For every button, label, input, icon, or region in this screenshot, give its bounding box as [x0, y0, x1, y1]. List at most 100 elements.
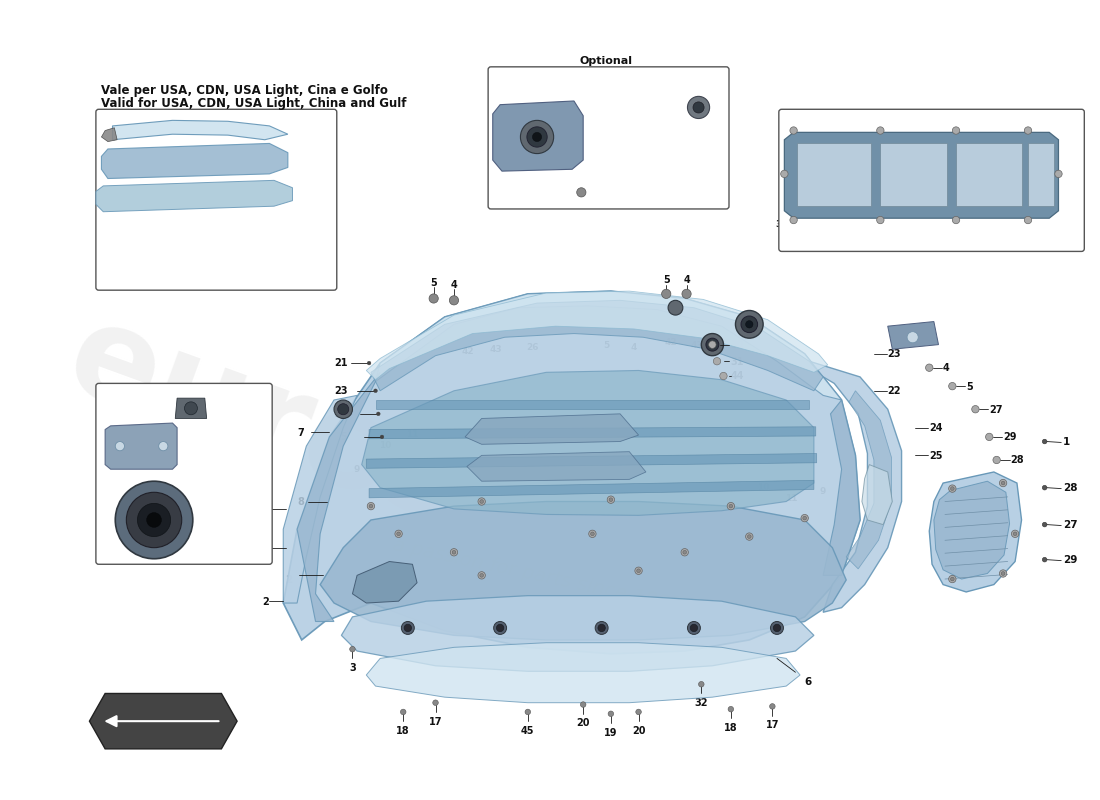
- Polygon shape: [366, 454, 816, 468]
- Circle shape: [397, 532, 400, 536]
- Polygon shape: [370, 480, 814, 498]
- Circle shape: [790, 127, 798, 134]
- Text: 33: 33: [776, 220, 788, 229]
- Polygon shape: [862, 465, 892, 525]
- Circle shape: [683, 550, 686, 554]
- Circle shape: [636, 709, 641, 714]
- Text: 49: 49: [228, 422, 241, 431]
- Polygon shape: [375, 291, 842, 400]
- Circle shape: [116, 442, 124, 450]
- Text: Versione surround view: Versione surround view: [101, 544, 207, 553]
- Text: 10: 10: [757, 483, 769, 492]
- Text: 35: 35: [786, 165, 799, 174]
- Circle shape: [350, 646, 355, 652]
- Text: 4: 4: [683, 275, 690, 286]
- Circle shape: [661, 290, 671, 298]
- Circle shape: [576, 188, 586, 197]
- Text: 42: 42: [664, 338, 678, 347]
- Circle shape: [993, 456, 1000, 464]
- Circle shape: [1000, 570, 1006, 577]
- Text: 45: 45: [521, 726, 535, 736]
- Text: 39: 39: [228, 449, 241, 459]
- Circle shape: [126, 492, 182, 548]
- Circle shape: [450, 549, 458, 556]
- Circle shape: [682, 290, 691, 298]
- Circle shape: [877, 216, 884, 224]
- Circle shape: [953, 127, 959, 134]
- Circle shape: [698, 682, 704, 687]
- Circle shape: [635, 567, 642, 574]
- Circle shape: [1001, 482, 1005, 485]
- Text: 38: 38: [544, 86, 558, 96]
- Circle shape: [1000, 479, 1006, 486]
- Polygon shape: [341, 596, 814, 671]
- Circle shape: [710, 342, 716, 348]
- Circle shape: [770, 622, 783, 634]
- Circle shape: [374, 389, 377, 393]
- Circle shape: [668, 300, 683, 315]
- Text: 20: 20: [576, 718, 590, 728]
- Circle shape: [1024, 127, 1032, 134]
- Polygon shape: [465, 414, 639, 444]
- Circle shape: [971, 406, 979, 413]
- Polygon shape: [89, 694, 238, 749]
- Text: 39: 39: [657, 177, 671, 186]
- Circle shape: [185, 402, 197, 414]
- Text: a passion for parts since 1985: a passion for parts since 1985: [390, 535, 683, 615]
- Circle shape: [688, 96, 710, 118]
- FancyBboxPatch shape: [779, 110, 1085, 251]
- Polygon shape: [371, 300, 823, 390]
- Text: 34: 34: [946, 114, 959, 124]
- Circle shape: [404, 624, 411, 632]
- Text: 40: 40: [572, 86, 585, 96]
- Circle shape: [496, 624, 504, 632]
- Text: 43: 43: [691, 341, 703, 350]
- Polygon shape: [175, 398, 207, 418]
- Circle shape: [520, 120, 553, 154]
- Circle shape: [1013, 532, 1016, 536]
- Text: 25: 25: [930, 450, 943, 461]
- Circle shape: [746, 533, 754, 540]
- FancyBboxPatch shape: [488, 67, 729, 209]
- Text: 43: 43: [490, 345, 502, 354]
- Circle shape: [478, 498, 485, 506]
- Circle shape: [338, 404, 349, 414]
- Text: Surround view version: Surround view version: [101, 555, 202, 564]
- Polygon shape: [366, 642, 800, 702]
- Text: 31: 31: [730, 357, 745, 366]
- Text: 11: 11: [406, 430, 419, 438]
- Circle shape: [803, 516, 806, 520]
- Circle shape: [736, 310, 763, 338]
- Text: 2: 2: [98, 154, 104, 163]
- Text: 4: 4: [451, 280, 458, 290]
- Text: 27: 27: [989, 405, 1003, 414]
- Text: 42: 42: [462, 347, 474, 356]
- Text: 28: 28: [1011, 455, 1024, 466]
- Polygon shape: [370, 426, 816, 438]
- Polygon shape: [934, 482, 1010, 579]
- Circle shape: [598, 624, 605, 632]
- Text: eurostars: eurostars: [51, 292, 764, 655]
- Circle shape: [158, 442, 168, 450]
- Bar: [1028, 143, 1054, 206]
- Circle shape: [525, 709, 530, 714]
- Text: 36: 36: [1010, 114, 1024, 124]
- Circle shape: [688, 622, 701, 634]
- Circle shape: [370, 504, 373, 508]
- Circle shape: [395, 530, 403, 538]
- Circle shape: [708, 341, 716, 348]
- Text: 2: 2: [285, 575, 293, 586]
- Circle shape: [608, 711, 614, 717]
- Circle shape: [950, 486, 954, 490]
- Text: 4: 4: [943, 363, 950, 373]
- Polygon shape: [493, 101, 583, 171]
- Circle shape: [609, 498, 613, 502]
- Circle shape: [719, 372, 727, 380]
- Text: 21: 21: [334, 358, 348, 369]
- Circle shape: [376, 412, 381, 416]
- Circle shape: [925, 364, 933, 371]
- Text: 25: 25: [334, 432, 348, 442]
- Circle shape: [950, 577, 954, 581]
- Text: 24: 24: [334, 410, 348, 419]
- Circle shape: [948, 382, 956, 390]
